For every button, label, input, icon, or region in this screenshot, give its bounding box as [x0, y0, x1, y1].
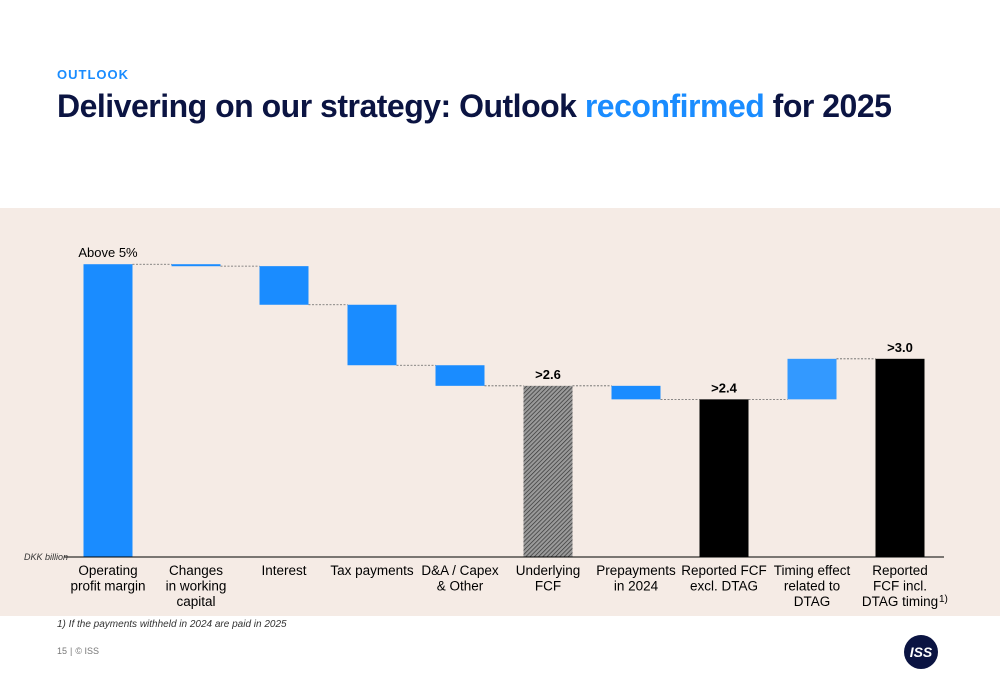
footer-separator: |: [70, 646, 73, 656]
category-label-4: Tax payments: [330, 563, 414, 578]
logo-text: ISS: [910, 644, 933, 660]
title-part-2: for 2025: [764, 88, 892, 124]
data-label-1: Above 5%: [78, 245, 138, 260]
title-accent: reconfirmed: [584, 88, 765, 124]
footnote-marker: 1): [939, 594, 948, 605]
bar-10: [875, 358, 925, 557]
title-part-1: Delivering on our strategy: Outlook: [57, 88, 585, 124]
category-label-6: Underlying FCF: [516, 563, 581, 594]
category-label-10: Reported FCF incl. DTAG timing: [862, 563, 938, 609]
category-label-7: Prepayments in 2024: [596, 563, 676, 594]
copyright: © ISS: [75, 646, 99, 656]
bar-7: [611, 385, 661, 400]
bar-4: [347, 304, 397, 366]
category-label-8: Reported FCF excl. DTAG: [681, 563, 767, 594]
bar-3: [259, 266, 309, 305]
bar-6: [523, 385, 573, 557]
unit-label: DKK billion: [24, 552, 68, 562]
bar-2: [171, 264, 221, 267]
bar-8: [699, 399, 749, 557]
bar-9: [787, 358, 837, 400]
iss-logo: ISS: [904, 635, 938, 669]
page-number: 15: [57, 646, 68, 656]
category-label-3: Interest: [261, 563, 306, 578]
data-label-10: >3.0: [887, 340, 913, 355]
data-label-6: >2.6: [535, 367, 561, 382]
chart-panel: Above 5% >2.6 >2.4 >3.0 DKK billion Operati…: [0, 208, 1000, 616]
logo-circle: [904, 635, 938, 669]
category-label-5: D&A / Capex & Other: [421, 563, 499, 594]
bar-1: [83, 264, 133, 557]
page-footer: 15 | © ISS: [57, 646, 99, 656]
data-label-8: >2.4: [711, 380, 737, 395]
category-label-9: Timing effect related to DTAG: [774, 563, 851, 609]
category-label-2: Changes in working capital: [166, 563, 227, 609]
section-label: OUTLOOK: [57, 67, 129, 82]
page-title: Delivering on our strategy: Outlook reco…: [57, 88, 892, 125]
waterfall-chart: Above 5% >2.6 >2.4 >3.0 DKK billion Operati…: [24, 245, 948, 609]
bar-5: [435, 365, 485, 386]
footnote: 1) If the payments withheld in 2024 are …: [57, 619, 287, 630]
category-label-1: Operating profit margin: [70, 563, 145, 594]
